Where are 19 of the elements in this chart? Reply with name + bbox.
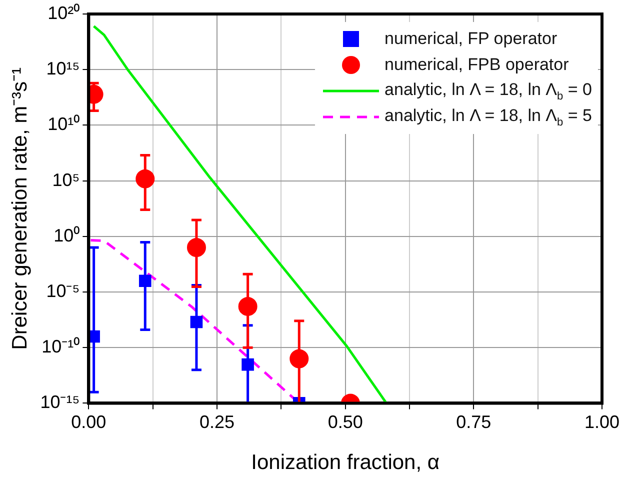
x-tick-label: 0.50 bbox=[328, 412, 363, 432]
x-tick-label: 0.00 bbox=[71, 412, 106, 432]
y-tick-label: 10⁰ bbox=[54, 225, 80, 246]
x-tick-label: 1.00 bbox=[584, 412, 620, 432]
y-tick-label: 10²⁰ bbox=[48, 2, 80, 23]
legend-label: numerical, FP operator bbox=[384, 29, 558, 49]
y-tick-label: 10⁻⁵ bbox=[46, 280, 80, 301]
x-tick-label: 0.75 bbox=[456, 412, 492, 432]
y-tick-label: 10⁻¹⁰ bbox=[42, 336, 80, 357]
y-tick-label: 10⁵ bbox=[52, 170, 80, 190]
legend-label: analytic, ln Λ = 18, ln Λ$_{b}$ = 5 bbox=[384, 106, 592, 128]
x-axis-title: Ionization fraction, α bbox=[251, 451, 440, 474]
legend-label: analytic, ln Λ = 18, ln Λ$_{b}$ = 0 bbox=[384, 80, 592, 102]
x-tick-label: 0.25 bbox=[199, 412, 235, 432]
y-tick-label: 10¹⁰ bbox=[48, 114, 80, 134]
y-tick-label: 10¹⁵ bbox=[46, 58, 80, 79]
legend-label: numerical, FPB operator bbox=[384, 55, 569, 75]
y-tick-label: 10⁻¹⁵ bbox=[40, 392, 80, 412]
y-axis-title: Dreicer generation rate, m⁻³s⁻¹ bbox=[8, 67, 32, 350]
